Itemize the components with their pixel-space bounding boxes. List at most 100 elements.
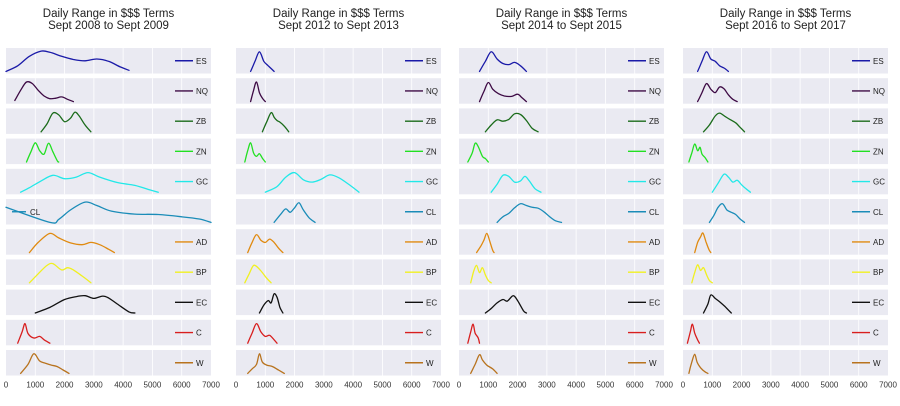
density-curve-es [5, 50, 130, 73]
density-curve-nq [478, 81, 528, 103]
legend-ad: AD [628, 238, 660, 247]
row-ec: EC [236, 289, 441, 316]
legend-label: C [196, 329, 202, 338]
x-tick-label: 3000 [85, 381, 103, 390]
density-curve-cl [273, 202, 316, 224]
density-curve-bp [244, 264, 272, 284]
legend-label: AD [649, 238, 660, 247]
legend-zb: ZB [175, 117, 206, 126]
legend-es: ES [405, 57, 437, 66]
row-cl: CL [236, 199, 441, 225]
density-curve-zn [25, 142, 60, 163]
legend-label: W [426, 359, 434, 368]
legend-label: W [196, 359, 204, 368]
legend-label: ZN [196, 147, 207, 156]
x-tick-label: 4000 [567, 381, 585, 390]
legend-es: ES [852, 57, 884, 66]
legend-gc: GC [405, 178, 438, 187]
legend-ec: EC [852, 298, 884, 307]
density-curve-c [247, 322, 278, 344]
density-curve-c [467, 323, 481, 344]
row-zb: ZB [6, 108, 211, 134]
density-curve-nq [696, 82, 738, 103]
row-ec: EC [459, 289, 664, 316]
legend-ad: AD [405, 238, 437, 247]
legend-gc: GC [175, 178, 208, 187]
row-ad: AD [683, 229, 888, 255]
row-ad: AD [459, 229, 664, 255]
density-curve-nq [249, 81, 266, 103]
legend-w: W [852, 359, 881, 368]
legend-label: EC [649, 298, 660, 307]
panel-title-line2: Sept 2012 to Sept 2013 [278, 20, 399, 32]
legend-zb: ZB [852, 117, 883, 126]
x-tick-label: 3000 [762, 381, 780, 390]
density-curve-ad [247, 233, 284, 254]
legend-label: ZN [426, 147, 437, 156]
legend-label: ES [873, 57, 884, 66]
legend-zn: ZN [405, 147, 437, 156]
legend-cl: CL [852, 208, 884, 217]
row-ad: AD [6, 229, 211, 255]
legend-label: GC [649, 178, 661, 187]
row-bp: BP [459, 259, 664, 285]
panel-2012-2013: Daily Range in $$$ Terms Sept 2012 to Se… [234, 8, 451, 390]
legend-label: NQ [426, 87, 438, 96]
legend-zn: ZN [852, 147, 884, 156]
legend-label: C [649, 329, 655, 338]
panel-title-line2: Sept 2016 to Sept 2017 [725, 20, 846, 32]
legend-zn: ZN [175, 147, 207, 156]
x-tick-label: 0 [457, 381, 462, 390]
legend-label: ZN [873, 147, 884, 156]
row-bp: BP [6, 259, 211, 285]
panel-title-line1: Daily Range in $$$ Terms [496, 8, 628, 20]
x-tick-label: 0 [234, 381, 239, 390]
legend-label: EC [873, 298, 884, 307]
legend-cl: CL [628, 208, 660, 217]
legend-label: CL [873, 208, 884, 217]
x-tick-label: 7000 [655, 381, 673, 390]
legend-ec: EC [628, 298, 660, 307]
row-gc: GC [683, 168, 888, 195]
legend-zb: ZB [405, 117, 436, 126]
row-gc: GC [459, 168, 664, 195]
row-ad: AD [236, 229, 441, 255]
legend-label: AD [426, 238, 437, 247]
legend-zb: ZB [628, 117, 659, 126]
legend-es: ES [175, 57, 207, 66]
row-nq: NQ [683, 78, 888, 104]
legend-nq: NQ [405, 87, 438, 96]
row-zn: ZN [6, 138, 211, 165]
legend-label: CL [30, 208, 41, 217]
legend-label: AD [873, 238, 884, 247]
row-gc: GC [6, 168, 211, 195]
panel-2016-2017: Daily Range in $$$ Terms Sept 2016 to Se… [681, 8, 898, 390]
row-background [6, 199, 211, 225]
legend-label: ES [426, 57, 437, 66]
legend-label: AD [196, 238, 207, 247]
density-curve-ad [694, 232, 712, 254]
row-nq: NQ [6, 78, 211, 104]
legend-label: GC [196, 178, 208, 187]
density-curve-zn [467, 142, 489, 163]
legend-label: EC [426, 298, 437, 307]
row-zn: ZN [236, 138, 441, 165]
x-tick-label: 2000 [286, 381, 304, 390]
legend-label: C [426, 329, 432, 338]
density-curve-gc [19, 171, 159, 193]
legend-nq: NQ [175, 87, 208, 96]
density-curve-w [470, 353, 498, 375]
legend-label: ZN [649, 147, 660, 156]
row-bp: BP [683, 259, 888, 285]
legend-label: BP [426, 268, 437, 277]
density-curve-ad [28, 232, 116, 254]
legend-label: GC [873, 178, 885, 187]
x-tick-label: 1000 [479, 381, 497, 390]
x-tick-label: 1000 [26, 381, 44, 390]
legend-label: ES [196, 57, 207, 66]
legend-label: ZB [649, 117, 659, 126]
x-tick-label: 7000 [202, 381, 220, 390]
x-tick-label: 5000 [374, 381, 392, 390]
density-curve-zb [40, 111, 92, 133]
